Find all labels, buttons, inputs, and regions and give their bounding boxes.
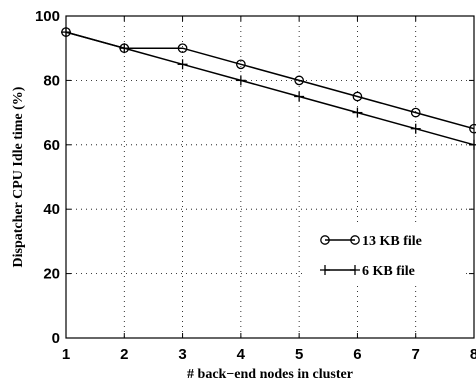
y-tick-label: 80 (43, 72, 60, 89)
series-line (65, 31, 475, 130)
x-tick-label: 6 (353, 346, 361, 363)
x-axis-label: # back−end nodes in cluster (187, 367, 353, 382)
legend: 13 KB file 6 KB file (305, 226, 465, 286)
plus-data-point (469, 139, 476, 150)
y-tick-label: 0 (52, 330, 60, 347)
plus-data-point (177, 59, 188, 70)
plus-data-point (119, 43, 130, 54)
x-tick-label: 4 (237, 346, 246, 363)
y-tick-label: 100 (35, 8, 60, 25)
circle-data-point (294, 75, 304, 86)
plus-data-point (352, 107, 363, 118)
x-tick-label: 5 (295, 346, 303, 363)
circle-data-point (236, 59, 246, 70)
x-tick-label: 1 (62, 346, 70, 363)
series-2 (61, 27, 476, 150)
x-tick-label: 2 (120, 346, 128, 363)
series-line (65, 31, 475, 146)
legend-entry: 6 KB file (320, 264, 415, 279)
plot-frame (65, 15, 475, 339)
legend-marker (320, 235, 330, 245)
legend-label: 13 KB file (362, 234, 422, 249)
y-tick-label: 60 (43, 137, 60, 154)
plus-data-point (410, 123, 421, 134)
legend-marker (320, 265, 330, 275)
x-tick-label: 7 (412, 346, 420, 363)
y-tick-label: 40 (43, 201, 60, 218)
circle-data-point (177, 43, 188, 54)
x-tick-label: 3 (178, 346, 186, 363)
y-axis-label: Dispatcher CPU Idle time (%) (11, 86, 26, 267)
legend-box (305, 226, 465, 286)
legend-marker (350, 265, 360, 275)
y-tick-label: 20 (43, 266, 60, 283)
plus-data-point (61, 27, 71, 38)
legend-entry: 13 KB file (320, 234, 422, 249)
legend-marker (350, 235, 360, 245)
circle-data-point (410, 107, 421, 118)
legend-label: 6 KB file (362, 264, 415, 279)
plus-data-point (235, 75, 246, 86)
circle-data-point (469, 123, 476, 134)
x-tick-label: 8 (470, 346, 476, 363)
data-series (61, 27, 476, 150)
plus-data-point (294, 91, 305, 102)
circle-data-point (352, 91, 363, 102)
grid (66, 16, 474, 338)
